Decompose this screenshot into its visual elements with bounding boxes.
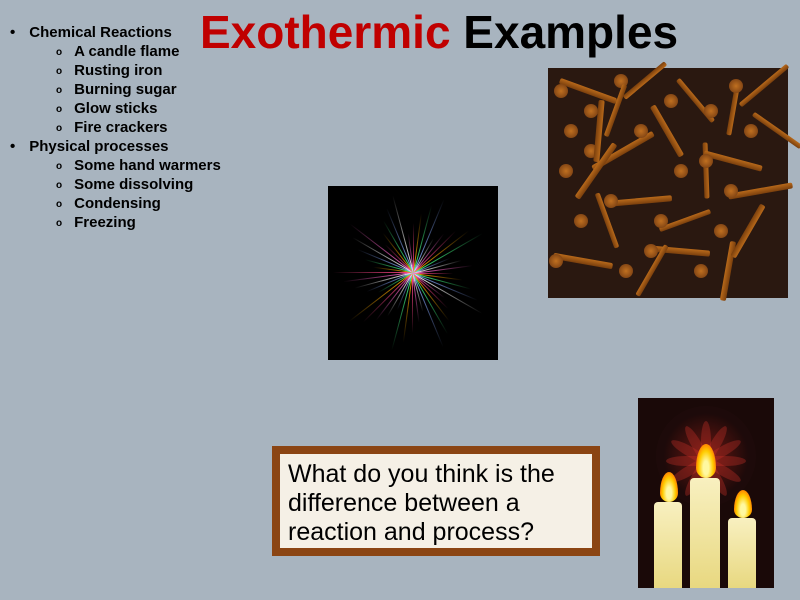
candles-image bbox=[638, 398, 774, 588]
list-item: Glow sticks bbox=[56, 100, 221, 117]
list-item: Rusting iron bbox=[56, 62, 221, 79]
list-item: Fire crackers bbox=[56, 119, 221, 136]
list-item: Some hand warmers bbox=[56, 157, 221, 174]
sub-list-2: Some hand warmers Some dissolving Conden… bbox=[56, 157, 221, 231]
question-box: What do you think is the difference betw… bbox=[272, 446, 600, 556]
list-item: Condensing bbox=[56, 195, 221, 212]
fireworks-image bbox=[328, 186, 498, 360]
title-red-part: Exothermic bbox=[200, 6, 451, 58]
list-item: Some dissolving bbox=[56, 176, 221, 193]
section-heading-2: Physical processes bbox=[10, 138, 221, 155]
list-item: A candle flame bbox=[56, 43, 221, 60]
sub-list-1: A candle flame Rusting iron Burning suga… bbox=[56, 43, 221, 136]
question-text: What do you think is the difference betw… bbox=[288, 460, 555, 546]
section-heading-1: Chemical Reactions bbox=[10, 24, 221, 41]
list-item: Freezing bbox=[56, 214, 221, 231]
title-black-part: Examples bbox=[451, 6, 679, 58]
rusty-nails-image bbox=[548, 68, 788, 298]
content-list: Chemical Reactions A candle flame Rustin… bbox=[10, 24, 221, 233]
slide-title: Exothermic Examples bbox=[200, 5, 678, 59]
list-item: Burning sugar bbox=[56, 81, 221, 98]
